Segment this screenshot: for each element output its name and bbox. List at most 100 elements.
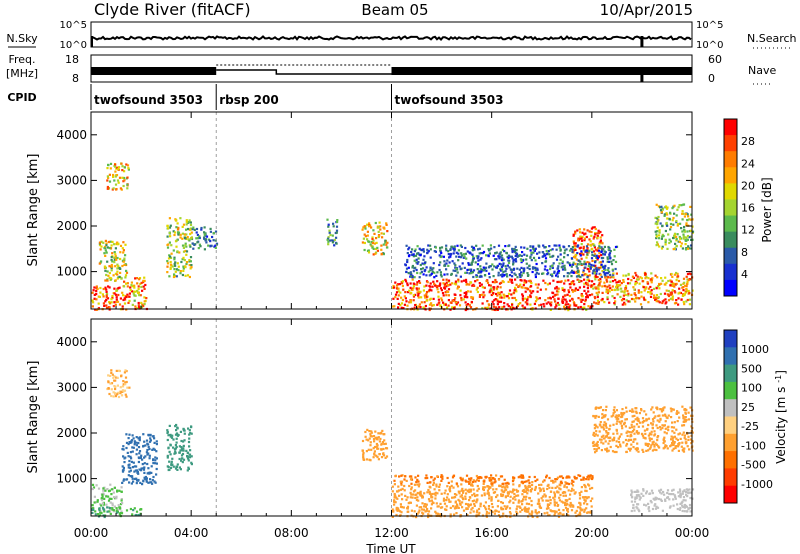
range-cell [629,435,632,438]
range-cell [568,262,571,265]
ytick-label: 4000 [56,128,87,142]
range-cell [424,268,427,272]
range-cell [640,408,643,411]
range-cell [614,245,618,249]
range-cell [431,501,434,504]
range-cell [670,426,673,429]
range-cell [521,493,524,496]
range-cell [679,222,682,225]
range-cell [423,255,426,258]
range-cell [521,304,524,307]
range-cell [179,233,182,236]
range-cell [482,486,485,489]
range-cell [664,276,667,279]
range-cell [609,445,612,449]
range-cell [131,477,134,480]
range-cell [475,275,478,278]
range-cell [416,478,419,481]
range-cell [107,495,110,498]
range-cell [645,490,648,493]
range-cell [578,280,581,283]
range-cell [675,445,678,448]
range-cell [447,250,450,253]
range-cell [649,295,653,298]
range-cell [417,499,420,502]
range-cell [493,299,496,302]
range-cell [111,295,114,298]
range-cell [614,300,617,303]
range-cell [333,238,336,241]
range-cell [332,222,335,225]
range-cell [215,243,218,246]
range-cell [141,303,144,306]
range-cell [133,507,136,510]
range-cell [690,442,693,445]
range-cell [505,252,508,255]
range-cell [190,455,193,458]
range-cell [672,443,675,446]
range-cell [373,445,377,449]
range-cell [592,237,595,240]
range-cell [612,432,615,435]
range-cell [122,455,125,458]
range-cell [686,432,689,435]
range-cell [413,267,416,270]
range-cell [523,480,526,483]
station-title: Clyde River (fitACF) [94,0,251,19]
range-cell [632,276,635,279]
range-cell [558,262,561,265]
range-cell [150,471,153,474]
range-cell [680,298,683,301]
range-cell [112,187,115,190]
range-cell [683,418,686,421]
range-cell [481,302,484,305]
range-cell [426,248,429,251]
range-cell [614,260,618,263]
range-cell [188,264,191,267]
range-cell [679,506,682,510]
range-cell [445,262,448,265]
range-cell [437,505,440,508]
range-cell [598,423,601,426]
range-cell [600,441,603,444]
range-cell [137,287,140,290]
range-cell [106,167,109,170]
range-cell [689,273,692,276]
range-cell [120,394,124,397]
power-cbar-label: Power [dB] [760,177,774,242]
range-cell [528,264,531,268]
range-cell [654,222,657,225]
range-cell [517,494,520,497]
range-cell [520,500,523,503]
range-cell [510,255,513,258]
range-cell [507,292,511,295]
range-cell [558,246,561,249]
range-cell [406,291,410,294]
range-cell [684,247,688,250]
range-cell [580,237,583,240]
range-cell [122,445,125,448]
range-cell [412,285,415,288]
range-cell [191,242,194,245]
range-cell [644,273,647,277]
range-cell [493,478,496,481]
range-cell [376,438,379,441]
range-cell [573,302,576,305]
range-cell [364,430,367,434]
range-cell [473,284,476,287]
range-cell [636,489,639,492]
range-cell [113,258,116,261]
range-cell [112,376,115,379]
range-cell [523,267,526,270]
range-cell [586,287,589,290]
range-cell [413,276,416,279]
range-cell [578,286,581,289]
range-cell [143,287,146,290]
range-cell [114,279,117,282]
range-cell [434,497,437,500]
range-cell [443,273,446,276]
range-cell [547,499,550,502]
range-cell [595,272,598,275]
range-cell [582,245,585,248]
range-cell [660,410,663,413]
